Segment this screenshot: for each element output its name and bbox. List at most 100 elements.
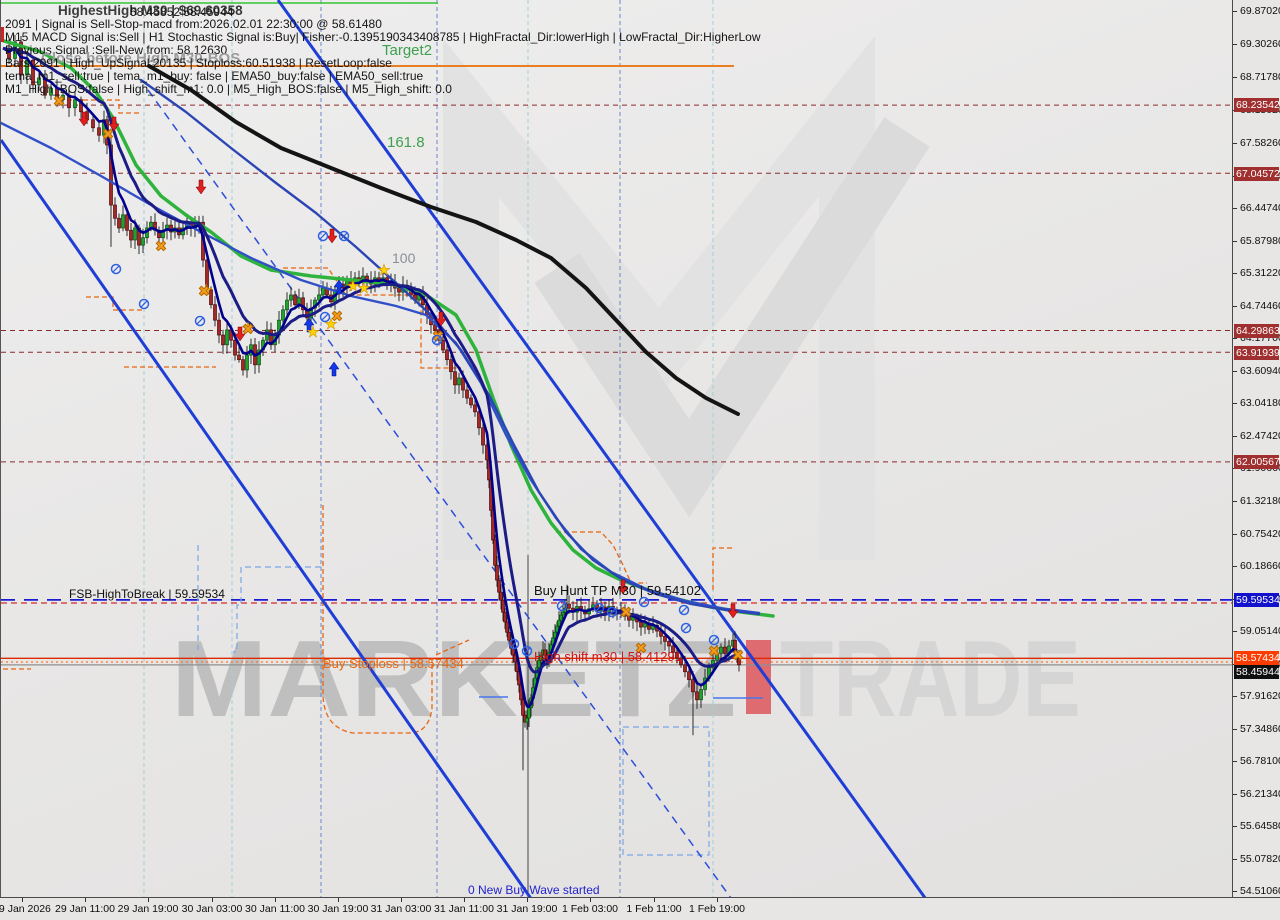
candle-body bbox=[457, 377, 461, 386]
price-tick bbox=[1233, 631, 1237, 632]
candle-body bbox=[507, 631, 511, 641]
candle-body bbox=[511, 647, 515, 656]
price-badge-black[interactable]: 58.45944 bbox=[1234, 665, 1280, 679]
stop-trail-path[interactable] bbox=[712, 547, 735, 590]
circle-signal-icon bbox=[708, 634, 720, 646]
trend-channel-line[interactable] bbox=[276, 0, 941, 897]
time-label: 30 Jan 03:00 bbox=[181, 903, 243, 915]
time-label: 31 Jan 19:00 bbox=[496, 903, 558, 915]
candle-body bbox=[133, 227, 137, 241]
candle-body bbox=[445, 349, 449, 361]
candle-body bbox=[715, 653, 719, 661]
candle-body bbox=[631, 616, 635, 621]
chart-canvas[interactable]: MARKETZ TRADE ★★ ★ ★★★★✖✖✖✖✖✖✖✖✖ ✖ ✖ bbox=[1, 0, 1232, 897]
candle-body bbox=[241, 359, 245, 371]
time-tick bbox=[717, 898, 718, 902]
trend-channel-line[interactable] bbox=[147, 89, 741, 897]
price-tick bbox=[1233, 859, 1237, 860]
time-label: 30 Jan 19:00 bbox=[307, 903, 369, 915]
price-label: 60.18660 bbox=[1240, 560, 1280, 572]
alert-flag bbox=[1, 27, 4, 42]
price-badge-red[interactable]: 62.00567 bbox=[1234, 455, 1280, 469]
label-fsb-high-to-break[interactable]: FSB-HighToBreak | 59.59534 bbox=[69, 587, 225, 601]
circle-signal-icon bbox=[110, 263, 122, 275]
price-badge-red[interactable]: 64.29863 bbox=[1234, 324, 1280, 338]
candle-body bbox=[687, 671, 691, 681]
candle-body bbox=[269, 329, 273, 346]
candle-body bbox=[397, 287, 401, 293]
label-new-buy-wave[interactable]: 0 New Buy Wave started bbox=[468, 883, 600, 897]
watermark-brand: MARKETZ TRADE bbox=[171, 617, 1081, 739]
price-axis[interactable]: 69.8702069.3026068.7178068.1502067.58260… bbox=[1232, 0, 1280, 897]
price-label: 64.74460 bbox=[1240, 300, 1280, 312]
candle-body bbox=[503, 611, 507, 623]
stop-trail-path[interactable] bbox=[556, 531, 647, 584]
candle-body bbox=[525, 717, 529, 723]
time-tick bbox=[401, 898, 402, 902]
stop-trail-path[interactable] bbox=[283, 267, 461, 369]
candle-body bbox=[521, 699, 525, 716]
price-tick bbox=[1233, 501, 1237, 502]
circle-slash-icon bbox=[319, 232, 327, 240]
stop-trail-path[interactable] bbox=[322, 505, 433, 734]
circle-slash-icon bbox=[112, 265, 120, 273]
time-label: 31 Jan 03:00 bbox=[370, 903, 432, 915]
candle-body bbox=[639, 621, 643, 628]
price-label: 61.32180 bbox=[1240, 495, 1280, 507]
candle-body bbox=[441, 339, 445, 351]
info-highest-high: HighestHigh M30 | $69.60358 bbox=[58, 3, 243, 18]
label-fib-161[interactable]: 161.8 bbox=[387, 134, 425, 151]
candle-body bbox=[31, 59, 35, 86]
trend-channel-line[interactable] bbox=[1, 139, 546, 897]
circle-signal-icon bbox=[508, 638, 520, 650]
candle-body bbox=[663, 635, 667, 642]
price-label: 57.91620 bbox=[1240, 690, 1280, 702]
time-label: 1 Feb 03:00 bbox=[561, 903, 619, 915]
stop-trail-path[interactable] bbox=[59, 99, 141, 114]
close-signal-icon: ✖ bbox=[242, 321, 254, 337]
zone-dashed-path[interactable] bbox=[622, 726, 710, 856]
watermark-brand-right: TRADE bbox=[780, 618, 1081, 739]
label-high-shift[interactable]: High shift m30 | 58.41291 bbox=[534, 649, 682, 664]
candle-body bbox=[499, 591, 503, 601]
price-tick bbox=[1233, 11, 1237, 12]
close-signal-icon: ✖ bbox=[155, 238, 167, 254]
circle-signal-icon bbox=[680, 622, 692, 634]
circle-slash-icon bbox=[140, 300, 148, 308]
time-tick bbox=[654, 898, 655, 902]
price-badge-blue[interactable]: 59.59534 bbox=[1234, 593, 1280, 607]
price-label: 54.51060 bbox=[1240, 885, 1280, 897]
price-tick bbox=[1233, 338, 1237, 339]
info-ema-flags: tema_m1_sell:true | tema_m1_buy: false |… bbox=[5, 69, 424, 83]
label-fib-100[interactable]: 100 bbox=[392, 250, 416, 266]
circle-signal-icon bbox=[431, 334, 443, 346]
stop-trail-path[interactable] bbox=[86, 296, 143, 311]
info-ohlc-quote: 58.45852 58.45944 bbox=[130, 5, 234, 19]
candle-body bbox=[555, 625, 559, 633]
zone-dashed-path[interactable] bbox=[233, 566, 321, 653]
buy-arrow-icon bbox=[303, 317, 315, 333]
price-tick bbox=[1233, 143, 1237, 144]
candle-body bbox=[537, 659, 541, 669]
circle-signal-icon bbox=[593, 602, 605, 614]
time-label: 29 Jan 11:00 bbox=[55, 903, 115, 915]
chart-pane[interactable]: MARKETZ TRADE ★ ★ ★ ★ ★ ★ ★ ✖ ✖ ✖ ✖ ✖ ✖ ✖ ✖ ✖ ✖ ✖ Highest… bbox=[0, 0, 1232, 897]
candle-body bbox=[559, 614, 563, 621]
label-target2[interactable]: Target2 bbox=[382, 42, 433, 59]
price-badge-red[interactable]: 68.23542 bbox=[1234, 98, 1280, 112]
price-badge-orange[interactable]: 58.57434 bbox=[1234, 651, 1280, 665]
sell-arrow-icon bbox=[617, 579, 629, 595]
circle-slash-icon bbox=[640, 598, 648, 606]
label-buy-hunt-tp[interactable]: Buy Hunt TP M30 | 59.54102 bbox=[534, 583, 701, 598]
candle-body bbox=[719, 646, 723, 654]
candle-body bbox=[113, 204, 117, 219]
ema-slow bbox=[2, 46, 740, 674]
price-label: 57.34860 bbox=[1240, 723, 1280, 735]
price-tick bbox=[1233, 891, 1237, 892]
price-badge-red[interactable]: 63.91939 bbox=[1234, 346, 1280, 360]
candle-body bbox=[129, 229, 133, 241]
label-buy-stoploss[interactable]: Buy Stoploss | 58.57434 bbox=[323, 656, 464, 671]
price-badge-red[interactable]: 67.04572 bbox=[1234, 167, 1280, 181]
stop-trail-path[interactable] bbox=[435, 639, 470, 656]
